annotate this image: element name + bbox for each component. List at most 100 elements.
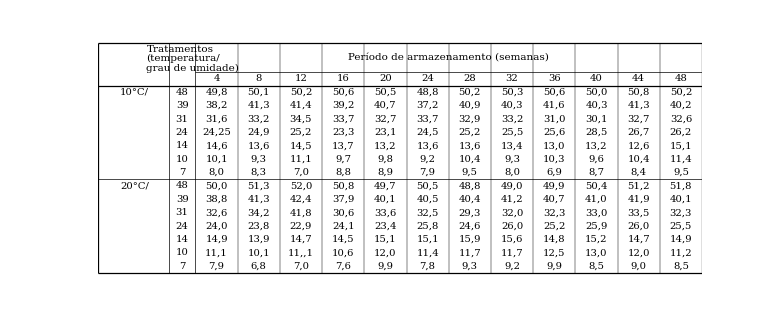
Text: 8,7: 8,7 <box>588 168 604 177</box>
Text: 14,7: 14,7 <box>627 235 650 244</box>
Text: 11,7: 11,7 <box>459 249 481 257</box>
Text: 50,8: 50,8 <box>332 181 354 191</box>
Text: 32,5: 32,5 <box>417 208 439 217</box>
Text: 25,5: 25,5 <box>501 128 523 137</box>
Text: 33,0: 33,0 <box>585 208 608 217</box>
Text: 9,5: 9,5 <box>673 168 689 177</box>
Text: 11,2: 11,2 <box>669 249 692 257</box>
Text: 13,0: 13,0 <box>543 141 566 150</box>
Text: 14,5: 14,5 <box>289 141 312 150</box>
Text: 12,6: 12,6 <box>627 141 650 150</box>
Text: 9,2: 9,2 <box>504 262 520 271</box>
Text: 15,6: 15,6 <box>501 235 523 244</box>
Text: 13,6: 13,6 <box>459 141 481 150</box>
Text: 13,4: 13,4 <box>501 141 523 150</box>
Text: 25,2: 25,2 <box>543 222 566 231</box>
Text: 11,,1: 11,,1 <box>288 249 314 257</box>
Text: 49,8: 49,8 <box>205 88 228 97</box>
Text: 8,0: 8,0 <box>208 168 225 177</box>
Text: 13,9: 13,9 <box>247 235 270 244</box>
Text: 50,0: 50,0 <box>585 88 608 97</box>
Text: 12,0: 12,0 <box>374 249 397 257</box>
Text: 41,2: 41,2 <box>501 195 523 204</box>
Text: 13,0: 13,0 <box>585 249 608 257</box>
Text: 9,5: 9,5 <box>462 168 478 177</box>
Text: 31: 31 <box>176 115 189 123</box>
Text: 14,6: 14,6 <box>205 141 228 150</box>
Text: 15,1: 15,1 <box>417 235 439 244</box>
Text: 50,3: 50,3 <box>501 88 523 97</box>
Text: 11,1: 11,1 <box>205 249 228 257</box>
Text: 7,6: 7,6 <box>335 262 351 271</box>
Text: 11,4: 11,4 <box>417 249 439 257</box>
Text: 32,7: 32,7 <box>627 115 650 123</box>
Text: 8,5: 8,5 <box>588 262 604 271</box>
Text: 7,9: 7,9 <box>420 168 435 177</box>
Text: 52,0: 52,0 <box>290 181 312 191</box>
Text: 13,6: 13,6 <box>247 141 270 150</box>
Text: 42,4: 42,4 <box>289 195 312 204</box>
Text: 39: 39 <box>176 101 189 110</box>
Text: 51,2: 51,2 <box>627 181 650 191</box>
Text: 33,2: 33,2 <box>247 115 270 123</box>
Text: 12: 12 <box>295 74 307 83</box>
Text: 51,8: 51,8 <box>670 181 692 191</box>
Text: 32,6: 32,6 <box>205 208 228 217</box>
Text: 28: 28 <box>463 74 477 83</box>
Text: 48,8: 48,8 <box>417 88 439 97</box>
Text: 14,7: 14,7 <box>289 235 312 244</box>
Text: 23,8: 23,8 <box>247 222 270 231</box>
Text: 9,3: 9,3 <box>462 262 478 271</box>
Text: 14: 14 <box>176 235 189 244</box>
Text: 32,6: 32,6 <box>670 115 692 123</box>
Text: 30,1: 30,1 <box>585 115 608 123</box>
Text: 15,1: 15,1 <box>374 235 397 244</box>
Text: 40,3: 40,3 <box>501 101 523 110</box>
Text: 50,2: 50,2 <box>459 88 481 97</box>
Text: 9,7: 9,7 <box>335 155 351 164</box>
Text: 10,1: 10,1 <box>205 155 228 164</box>
Text: 9,9: 9,9 <box>546 262 562 271</box>
Text: 12,0: 12,0 <box>627 249 650 257</box>
Text: 31,0: 31,0 <box>543 115 566 123</box>
Text: 9,3: 9,3 <box>250 155 267 164</box>
Text: 32,0: 32,0 <box>501 208 523 217</box>
Text: 7,8: 7,8 <box>420 262 435 271</box>
Text: 25,6: 25,6 <box>543 128 566 137</box>
Text: 13,2: 13,2 <box>374 141 397 150</box>
Text: 49,7: 49,7 <box>374 181 397 191</box>
Text: 37,9: 37,9 <box>332 195 354 204</box>
Text: 32,7: 32,7 <box>374 115 396 123</box>
Text: grau de umidade): grau de umidade) <box>147 64 239 73</box>
Text: 8,4: 8,4 <box>630 168 647 177</box>
Text: 14: 14 <box>176 141 189 150</box>
Text: 9,2: 9,2 <box>420 155 435 164</box>
Text: 13,2: 13,2 <box>585 141 608 150</box>
Text: 28,5: 28,5 <box>585 128 608 137</box>
Text: 9,9: 9,9 <box>378 262 393 271</box>
Text: 14,8: 14,8 <box>543 235 566 244</box>
Text: 26,0: 26,0 <box>501 222 523 231</box>
Text: 41,4: 41,4 <box>289 101 312 110</box>
Text: 50,6: 50,6 <box>543 88 566 97</box>
Text: 50,5: 50,5 <box>374 88 396 97</box>
Text: 9,8: 9,8 <box>378 155 393 164</box>
Text: 48: 48 <box>176 88 189 97</box>
Text: 7,9: 7,9 <box>208 262 225 271</box>
Text: 10,4: 10,4 <box>627 155 650 164</box>
Text: 11,4: 11,4 <box>669 155 693 164</box>
Text: 50,1: 50,1 <box>247 88 270 97</box>
Text: (temperatura/: (temperatura/ <box>147 54 220 63</box>
Text: 10,4: 10,4 <box>459 155 481 164</box>
Text: 41,9: 41,9 <box>627 195 650 204</box>
Text: 50,6: 50,6 <box>332 88 354 97</box>
Text: 24: 24 <box>176 128 189 137</box>
Text: 10,1: 10,1 <box>247 249 270 257</box>
Text: 6,8: 6,8 <box>251 262 267 271</box>
Text: 41,3: 41,3 <box>627 101 650 110</box>
Text: 29,3: 29,3 <box>459 208 481 217</box>
Text: 7,0: 7,0 <box>293 262 309 271</box>
Text: 40,9: 40,9 <box>459 101 481 110</box>
Text: 25,2: 25,2 <box>290 128 312 137</box>
Text: 26,2: 26,2 <box>670 128 692 137</box>
